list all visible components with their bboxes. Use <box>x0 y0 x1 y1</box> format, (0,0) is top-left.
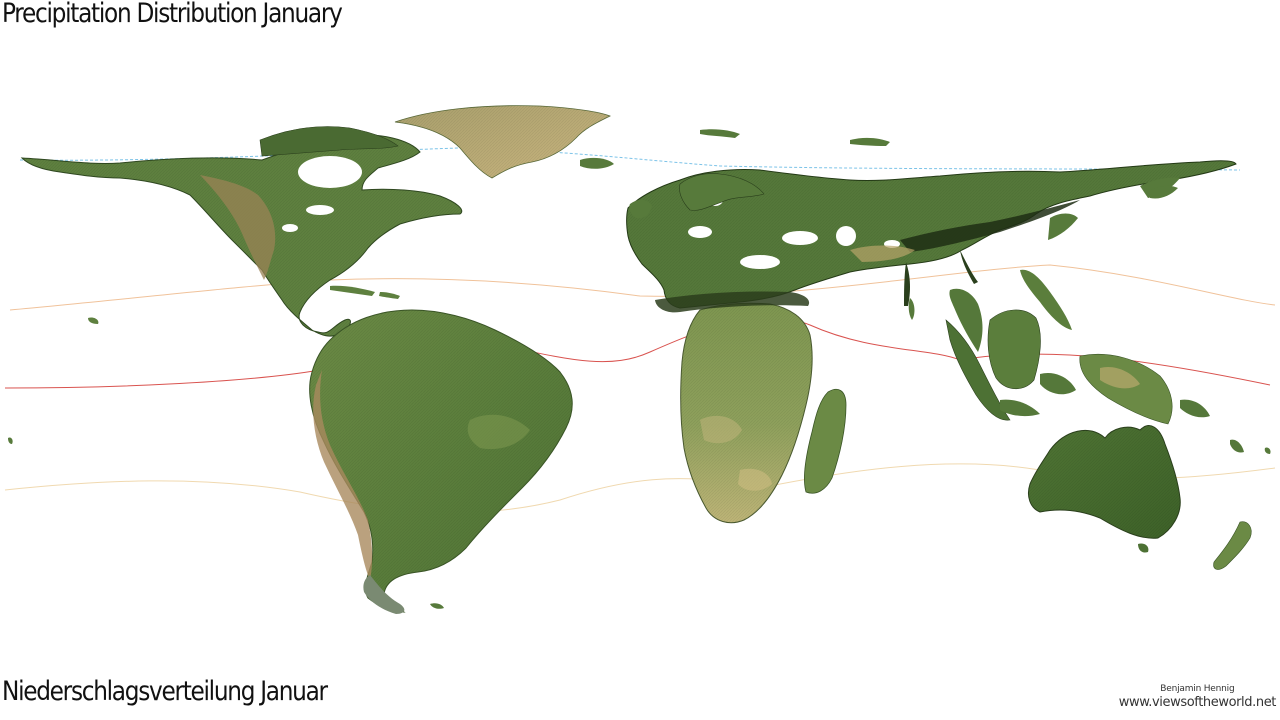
madagascar-shape <box>804 388 847 494</box>
sumatra-shape <box>945 319 1011 421</box>
hudson-bay-shape <box>298 156 362 188</box>
indochina-shape <box>949 288 983 352</box>
map-subtitle: Niederschlagsverteilung Januar <box>2 676 328 707</box>
andes-shape <box>313 370 373 580</box>
tropic-of-cancer-line <box>9 264 1276 311</box>
philippines-shape <box>1020 269 1072 330</box>
rocky-mountains-shape <box>200 175 276 280</box>
british-isles-shape <box>629 199 652 219</box>
credit-block: Benjamin Hennig www.viewsoftheworld.net <box>1118 684 1277 710</box>
new-zealand-shape <box>1213 521 1252 570</box>
scandinavia-shape <box>679 173 765 211</box>
author-credit: Benjamin Hennig <box>1160 684 1235 694</box>
arctic-islands-shape <box>259 126 399 157</box>
arctic-circle-line <box>19 147 1241 171</box>
himalaya-shape <box>900 200 1080 252</box>
patagonia-shape <box>363 575 405 614</box>
equator-line <box>4 317 1271 389</box>
map-title: Precipitation Distribution January <box>2 0 343 29</box>
website-link[interactable]: www.viewsoftheworld.net <box>1118 694 1277 710</box>
japan-shape <box>1048 213 1078 240</box>
borneo-shape <box>987 309 1041 390</box>
